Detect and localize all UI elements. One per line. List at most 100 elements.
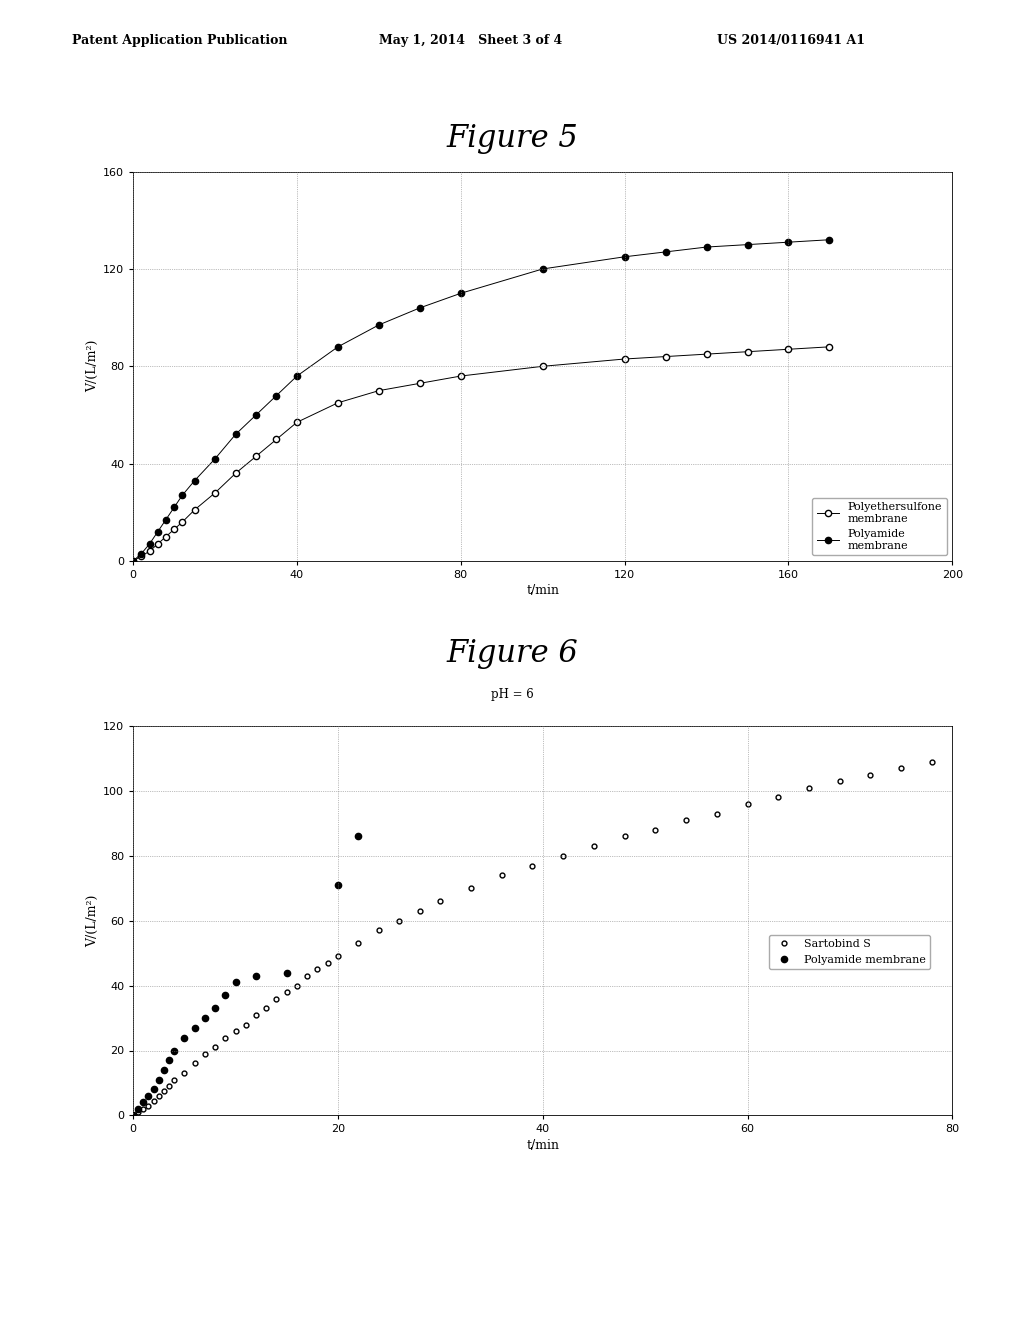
Polyamide
membrane <box>618 249 631 265</box>
Polyamide membrane <box>147 1081 160 1097</box>
Line: Sartobind S: Sartobind S <box>131 759 934 1118</box>
Polyamide membrane <box>250 968 262 983</box>
Sartobind S <box>178 1065 190 1081</box>
Polyethersulfone
membrane <box>700 346 713 362</box>
Sartobind S <box>168 1072 180 1088</box>
Sartobind S <box>127 1107 139 1123</box>
Polyamide membrane <box>142 1088 155 1104</box>
Polyamide membrane <box>127 1107 139 1123</box>
Polyamide membrane <box>219 987 231 1003</box>
Sartobind S <box>834 774 846 789</box>
Sartobind S <box>332 949 344 965</box>
Polyethersulfone
membrane <box>143 544 156 560</box>
Polyamide membrane <box>188 1020 201 1036</box>
X-axis label: t/min: t/min <box>526 1139 559 1151</box>
Polyamide membrane <box>163 1052 175 1068</box>
Polyamide
membrane <box>455 285 467 301</box>
Sartobind S <box>352 936 365 952</box>
Sartobind S <box>137 1101 150 1117</box>
Sartobind S <box>153 1088 165 1104</box>
Sartobind S <box>219 1030 231 1045</box>
Sartobind S <box>163 1078 175 1094</box>
Sartobind S <box>199 1045 211 1061</box>
Text: Figure 5: Figure 5 <box>446 123 578 154</box>
Sartobind S <box>311 961 324 977</box>
Sartobind S <box>772 789 784 805</box>
Polyamide
membrane <box>250 407 262 422</box>
Polyamide
membrane <box>168 499 180 515</box>
Polyamide
membrane <box>659 244 672 260</box>
Sartobind S <box>926 754 938 770</box>
Polyethersulfone
membrane <box>414 375 426 391</box>
Sartobind S <box>301 968 313 983</box>
Sartobind S <box>291 978 303 994</box>
Polyamide membrane <box>229 974 242 990</box>
Polyamide membrane <box>332 876 344 892</box>
Sartobind S <box>618 829 631 845</box>
Sartobind S <box>588 838 600 854</box>
Polyamide
membrane <box>373 317 385 333</box>
Sartobind S <box>142 1098 155 1114</box>
Polyethersulfone
membrane <box>229 466 242 482</box>
X-axis label: t/min: t/min <box>526 585 559 597</box>
Sartobind S <box>188 1056 201 1072</box>
Polyamide
membrane <box>270 388 283 404</box>
Polyamide membrane <box>132 1101 144 1117</box>
Polyamide
membrane <box>229 426 242 442</box>
Polyethersulfone
membrane <box>782 342 795 358</box>
Polyamide
membrane <box>823 232 836 248</box>
Sartobind S <box>229 1023 242 1039</box>
Sartobind S <box>414 903 426 919</box>
Polyamide
membrane <box>414 300 426 315</box>
Line: Polyamide membrane: Polyamide membrane <box>130 833 361 1118</box>
Polyamide
membrane <box>741 236 754 252</box>
Sartobind S <box>526 858 539 874</box>
Polyamide membrane <box>199 1010 211 1026</box>
Polyethersulfone
membrane <box>373 383 385 399</box>
Sartobind S <box>158 1084 170 1100</box>
Polyethersulfone
membrane <box>270 432 283 447</box>
Y-axis label: V/(L/m²): V/(L/m²) <box>86 895 98 946</box>
Y-axis label: V/(L/m²): V/(L/m²) <box>86 341 98 392</box>
Polyamide
membrane <box>291 368 303 384</box>
Sartobind S <box>270 990 283 1007</box>
Polyethersulfone
membrane <box>135 548 147 564</box>
Polyamide
membrane <box>700 239 713 255</box>
Polyethersulfone
membrane <box>332 395 344 411</box>
Polyethersulfone
membrane <box>659 348 672 364</box>
Polyamide membrane <box>153 1072 165 1088</box>
Polyamide
membrane <box>152 524 164 540</box>
Sartobind S <box>322 954 334 970</box>
Sartobind S <box>250 1007 262 1023</box>
Polyamide
membrane <box>143 536 156 552</box>
Polyethersulfone
membrane <box>176 515 188 531</box>
Text: Patent Application Publication: Patent Application Publication <box>72 34 287 48</box>
Polyethersulfone
membrane <box>291 414 303 430</box>
Polyethersulfone
membrane <box>537 359 549 375</box>
Sartobind S <box>465 880 477 896</box>
Sartobind S <box>209 1039 221 1055</box>
Legend: Sartobind S, Polyamide membrane: Sartobind S, Polyamide membrane <box>768 935 931 969</box>
Sartobind S <box>434 894 446 909</box>
Polyethersulfone
membrane <box>823 339 836 355</box>
Sartobind S <box>132 1105 144 1121</box>
Sartobind S <box>281 985 293 1001</box>
Sartobind S <box>557 847 569 863</box>
Sartobind S <box>393 913 406 929</box>
Sartobind S <box>895 760 907 776</box>
Text: pH = 6: pH = 6 <box>490 688 534 701</box>
Polyethersulfone
membrane <box>168 521 180 537</box>
Polyethersulfone
membrane <box>152 536 164 552</box>
Polyethersulfone
membrane <box>250 449 262 465</box>
Polyamide membrane <box>209 1001 221 1016</box>
Polyethersulfone
membrane <box>127 553 139 569</box>
Polyamide membrane <box>352 829 365 845</box>
Polyethersulfone
membrane <box>188 502 201 517</box>
Line: Polyamide
membrane: Polyamide membrane <box>130 236 833 564</box>
Polyamide
membrane <box>176 487 188 503</box>
Polyamide membrane <box>178 1030 190 1045</box>
Polyethersulfone
membrane <box>160 529 172 545</box>
Text: May 1, 2014   Sheet 3 of 4: May 1, 2014 Sheet 3 of 4 <box>379 34 562 48</box>
Text: Figure 6: Figure 6 <box>446 638 578 669</box>
Polyamide
membrane <box>127 553 139 569</box>
